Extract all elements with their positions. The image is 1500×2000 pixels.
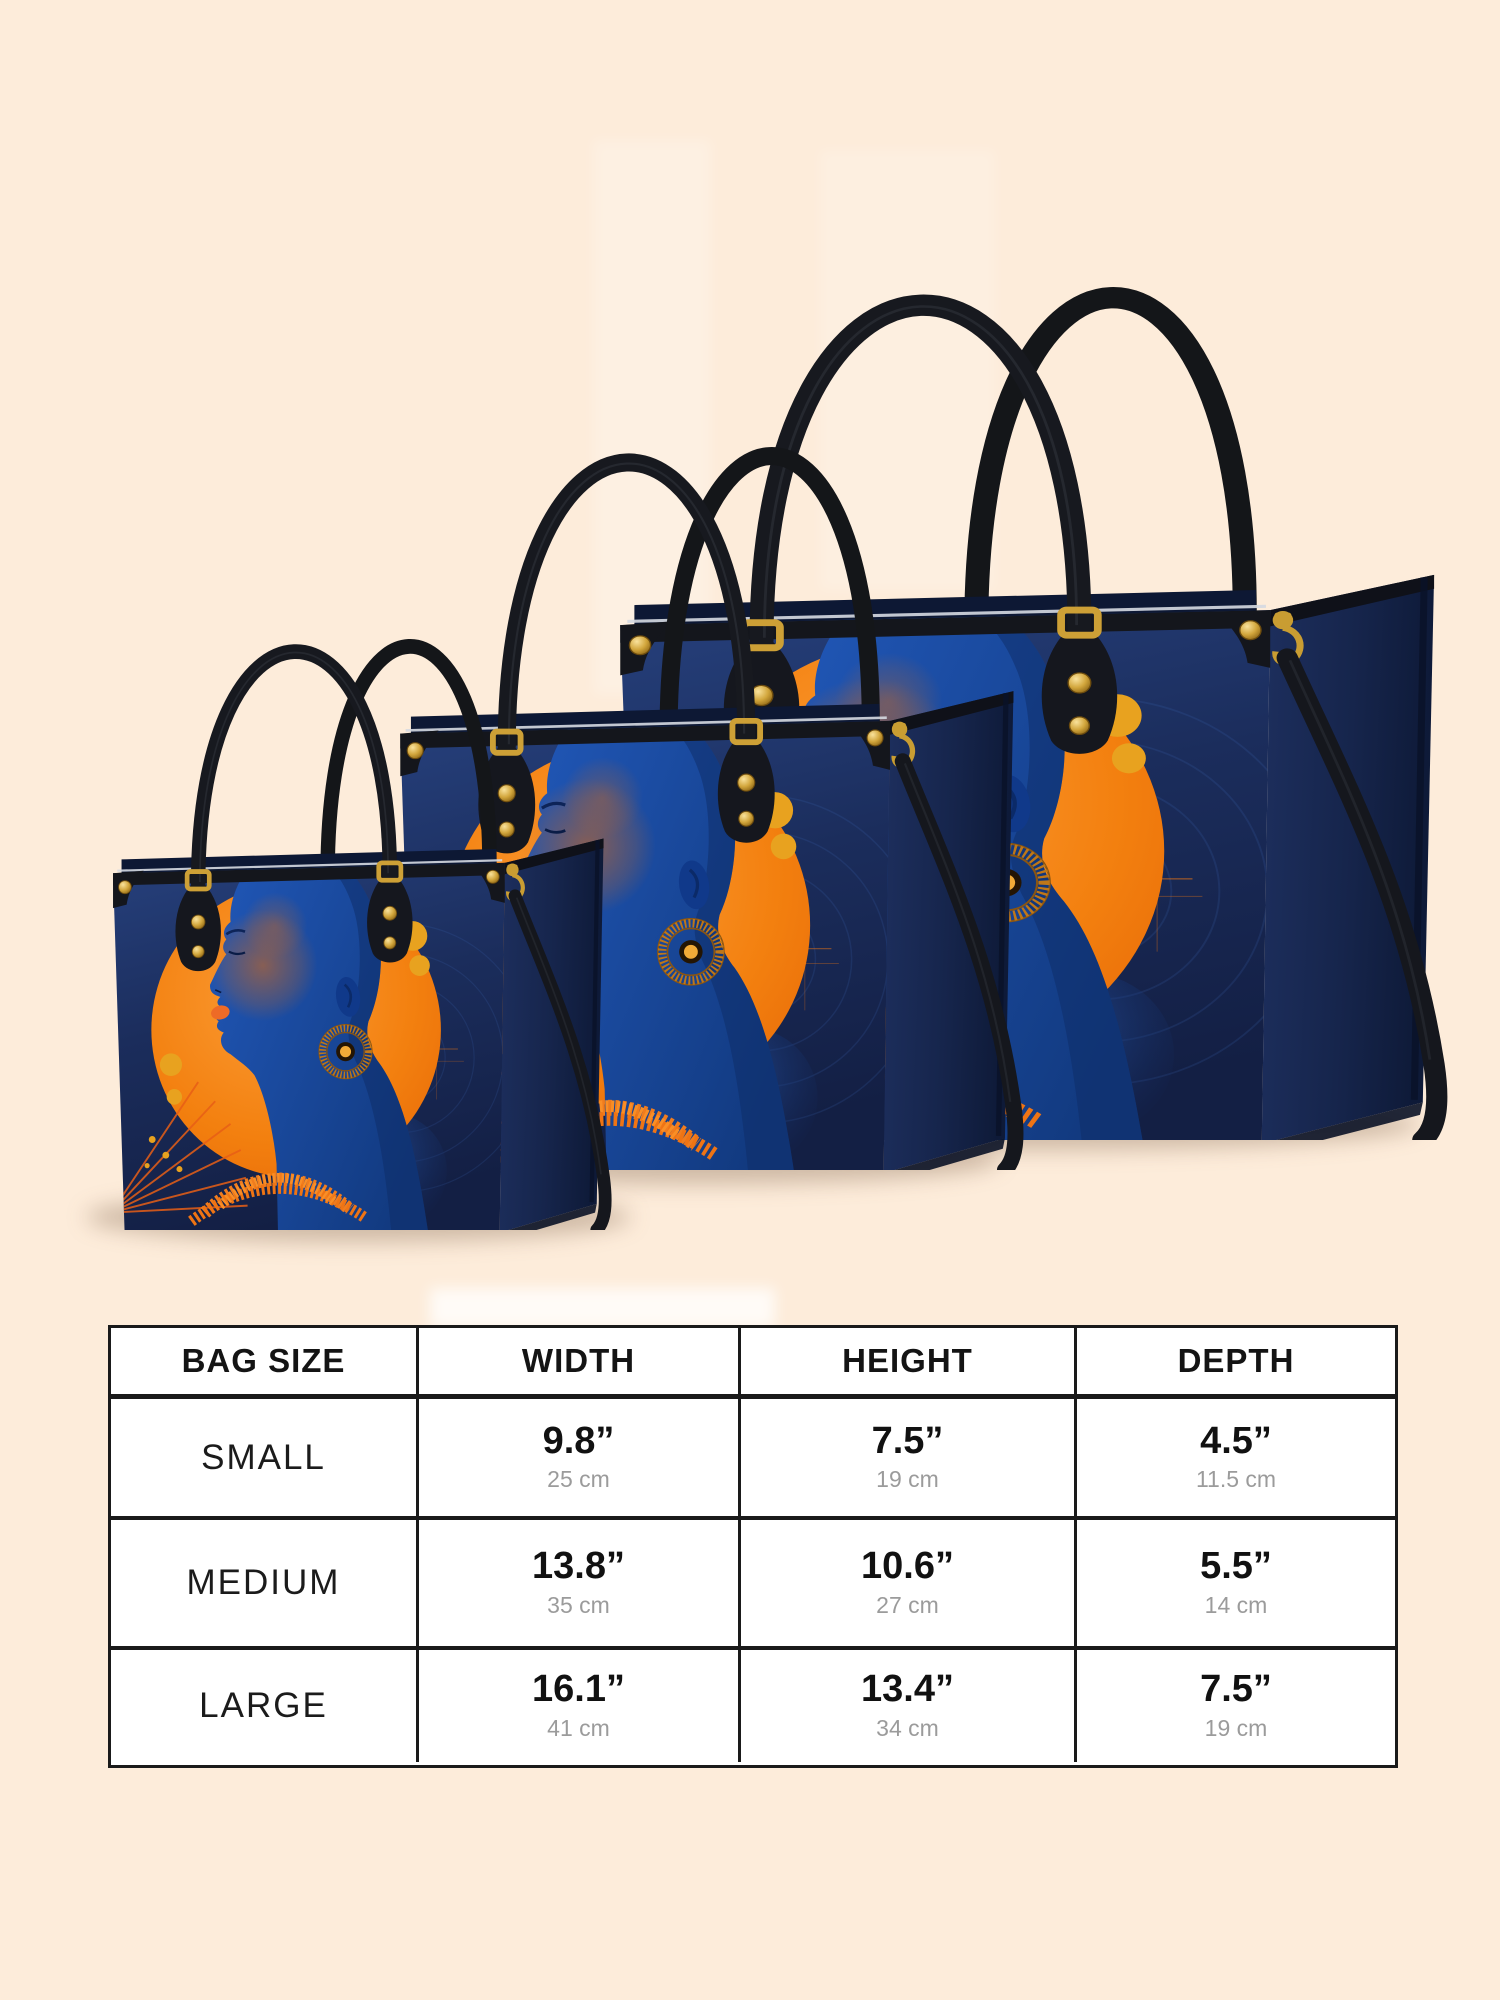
medium-height-cm: 27 cm: [876, 1591, 939, 1618]
backdrop-light-band: [593, 140, 711, 695]
cell-large-width: 16.1” 41 cm: [419, 1650, 741, 1762]
cell-small-width: 9.8” 25 cm: [419, 1399, 741, 1520]
cell-large-height: 13.4” 34 cm: [741, 1650, 1077, 1762]
small-depth-cm: 11.5 cm: [1195, 1466, 1277, 1493]
table-header-height: HEIGHT: [741, 1328, 1077, 1399]
small-height-cm: 19 cm: [876, 1466, 939, 1493]
large-height-in: 13.4”: [861, 1668, 954, 1711]
small-height-in: 7.5”: [871, 1419, 944, 1462]
cell-small-depth: 4.5” 11.5 cm: [1077, 1399, 1395, 1520]
backdrop-light-band: [820, 150, 995, 590]
medium-width-in: 13.8”: [532, 1545, 625, 1588]
row-small-label: SMALL: [111, 1399, 419, 1520]
cell-small-height: 7.5” 19 cm: [741, 1399, 1077, 1520]
medium-height-in: 10.6”: [861, 1545, 954, 1588]
cell-medium-width: 13.8” 35 cm: [419, 1520, 741, 1650]
large-width-cm: 41 cm: [547, 1714, 610, 1741]
size-label-small: SMALL: [201, 1437, 326, 1477]
large-depth-in: 7.5”: [1200, 1668, 1272, 1711]
photo-floor-highlight: [430, 1288, 775, 1328]
medium-depth-cm: 14 cm: [1204, 1591, 1268, 1618]
size-label-medium: MEDIUM: [186, 1563, 341, 1602]
cell-medium-depth: 5.5” 14 cm: [1077, 1520, 1395, 1650]
size-label-large: LARGE: [199, 1686, 328, 1725]
row-large-label: LARGE: [111, 1650, 419, 1762]
bag-small: [96, 621, 624, 1230]
large-width-in: 16.1”: [532, 1668, 625, 1711]
cell-medium-height: 10.6” 27 cm: [741, 1520, 1077, 1650]
small-width-in: 9.8”: [542, 1419, 615, 1462]
large-height-cm: 34 cm: [876, 1714, 939, 1741]
small-depth-in: 4.5”: [1200, 1419, 1272, 1462]
table-header-width: WIDTH: [419, 1328, 741, 1399]
medium-depth-in: 5.5”: [1200, 1545, 1272, 1588]
large-depth-cm: 19 cm: [1204, 1714, 1268, 1741]
row-medium-label: MEDIUM: [111, 1520, 419, 1650]
small-width-cm: 25 cm: [547, 1466, 610, 1493]
size-table: BAG SIZE WIDTH HEIGHT DEPTH SMALL 9.8” 2…: [108, 1325, 1398, 1768]
cell-large-depth: 7.5” 19 cm: [1077, 1650, 1395, 1762]
table-header-bag-size: BAG SIZE: [111, 1328, 419, 1399]
table-header-depth: DEPTH: [1077, 1328, 1395, 1399]
medium-width-cm: 35 cm: [547, 1591, 610, 1618]
